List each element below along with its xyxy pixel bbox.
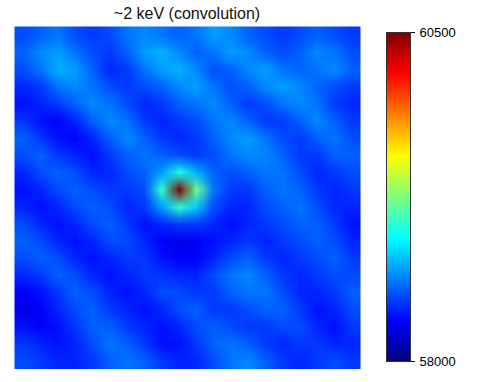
svg-text:58000: 58000: [420, 354, 456, 369]
html-text:~2 keV (convolution): ~2 keV (convolution): [113, 5, 261, 22]
svg-text:60500: 60500: [420, 25, 456, 40]
